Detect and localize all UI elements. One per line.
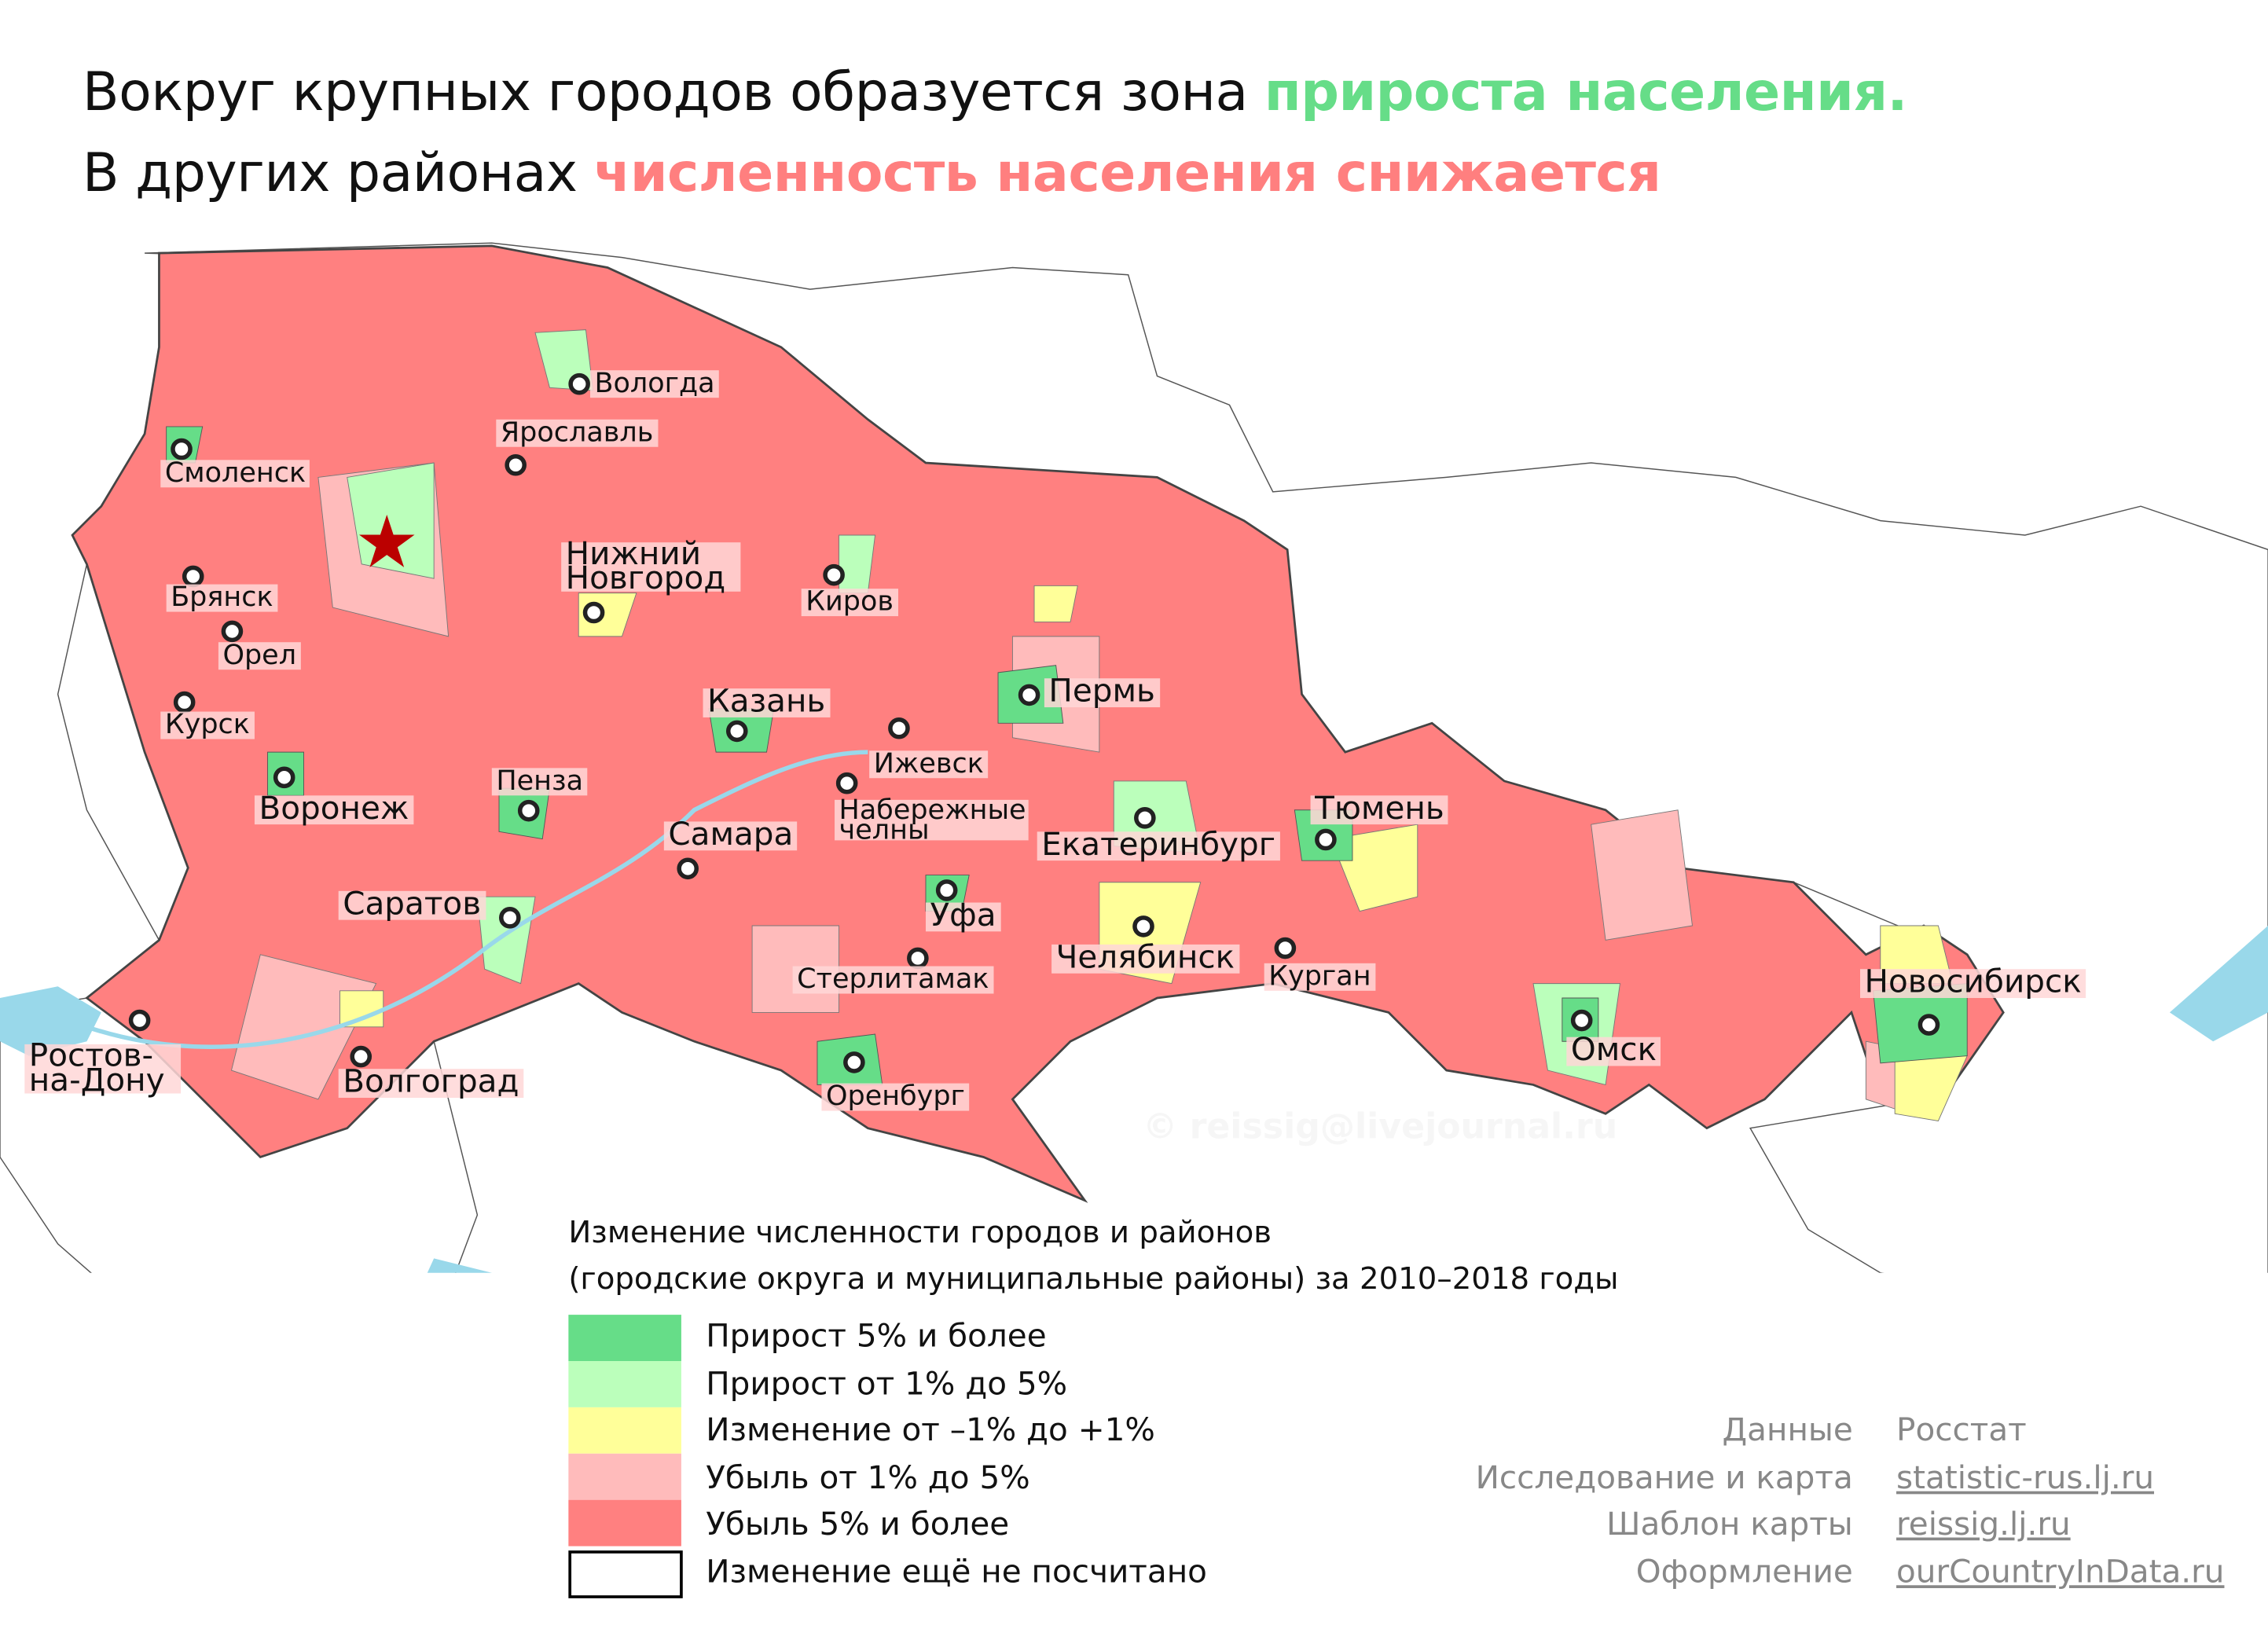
legend-label: Прирост 5% и более xyxy=(706,1319,1047,1356)
credit-link[interactable]: reissig.lj.ru xyxy=(1896,1506,2071,1543)
city-marker xyxy=(171,438,193,460)
city-label-orel: Орел xyxy=(218,641,301,670)
city-marker xyxy=(888,717,910,739)
city-label-rostov-na-donu: Ростов-на-Дону xyxy=(24,1040,182,1097)
city-marker xyxy=(1134,807,1156,829)
city-marker xyxy=(568,372,590,395)
city-marker xyxy=(221,620,244,643)
city-marker xyxy=(935,879,958,901)
city-label-kazan: Казань xyxy=(703,686,830,718)
city-label-vologda: Вологда xyxy=(589,369,720,398)
city-label-kurgan: Курган xyxy=(1264,963,1376,991)
city-label-perm: Пермь xyxy=(1044,676,1160,708)
city-label-kirov: Киров xyxy=(801,588,898,617)
city-label-saratov: Саратов xyxy=(338,889,486,921)
city-label-yekaterinburg: Екатеринбург xyxy=(1037,830,1280,861)
volga-river xyxy=(86,750,868,1049)
city-label-ufa: Уфа xyxy=(925,901,1001,932)
legend-swatch-not-calculated xyxy=(568,1550,683,1598)
city-marker xyxy=(1018,684,1040,706)
city-label-nizhny-novgorod: Нижний Новгород xyxy=(561,539,741,595)
sea-of-azov xyxy=(0,986,101,1056)
title-text: В других районах xyxy=(82,141,594,204)
city-marker xyxy=(725,720,748,743)
city-label-yaroslavl: Ярославль xyxy=(496,419,658,447)
region-patch xyxy=(476,896,536,985)
credit-label: Исследование и карта xyxy=(1475,1461,1853,1498)
population-change-map xyxy=(0,242,2268,1273)
region-patch xyxy=(347,462,435,579)
city-marker xyxy=(582,601,605,624)
city-label-smolensk: Смоленск xyxy=(160,459,310,488)
city-marker xyxy=(835,772,858,794)
city-label-orenburg: Оренбург xyxy=(821,1083,970,1111)
city-label-sterlitamak: Стерлитамак xyxy=(792,966,994,994)
region-patch xyxy=(1033,585,1078,622)
city-label-tyumen: Тюмень xyxy=(1310,794,1449,825)
title-text: Вокруг крупных городов образуется зона xyxy=(82,61,1264,123)
legend-swatch-growth xyxy=(568,1361,681,1407)
city-marker xyxy=(1132,915,1154,937)
credit-link[interactable]: statistic-rus.lj.ru xyxy=(1896,1461,2155,1498)
title-line-1: Вокруг крупных городов образуется зона п… xyxy=(83,61,1907,123)
city-label-omsk: Омск xyxy=(1566,1035,1661,1066)
region-patch xyxy=(1591,809,1694,941)
city-marker xyxy=(843,1051,865,1073)
legend-label: Изменение от –1% до +1% xyxy=(706,1413,1155,1450)
legend-swatch-stable xyxy=(568,1407,681,1454)
credit-label: Данные xyxy=(1722,1413,1853,1450)
city-marker xyxy=(1274,937,1297,959)
region-patch xyxy=(339,990,384,1028)
lake xyxy=(2169,926,2268,1042)
city-label-bryansk: Брянск xyxy=(166,584,278,612)
legend-label: Убыль от 1% до 5% xyxy=(706,1461,1030,1498)
city-label-izhevsk: Ижевск xyxy=(869,750,989,779)
city-label-novosibirsk: Новосибирск xyxy=(1860,967,2086,999)
legend-swatch-decline-strong xyxy=(568,1499,681,1546)
city-marker xyxy=(128,1009,151,1032)
city-marker xyxy=(677,857,699,880)
star-icon: ★ xyxy=(354,500,420,585)
city-marker xyxy=(173,691,196,714)
legend-label: Убыль 5% и более xyxy=(706,1506,1010,1543)
credit-value: Росстат xyxy=(1896,1413,2027,1450)
credit-label: Шаблон карты xyxy=(1606,1506,1853,1543)
legend-swatch-growth-strong xyxy=(568,1315,681,1362)
credit-link[interactable]: ourCountryInData.ru xyxy=(1896,1554,2225,1591)
legend-label: Прирост от 1% до 5% xyxy=(706,1367,1068,1403)
city-marker xyxy=(1570,1009,1593,1032)
credit-label: Оформление xyxy=(1635,1554,1853,1591)
legend-title-line-1: Изменение численности городов и районов xyxy=(568,1215,1272,1250)
title-line-2: В других районах численность населения с… xyxy=(83,141,1661,204)
city-label-penza: Пенза xyxy=(491,767,588,796)
watermark: © reissig@livejournal.ru xyxy=(1143,1106,1618,1147)
city-marker xyxy=(350,1045,372,1068)
legend-swatch-decline xyxy=(568,1453,681,1500)
legend-title-line-2: (городские округа и муниципальные районы… xyxy=(568,1261,1619,1297)
city-marker xyxy=(517,799,540,822)
city-label-naberezhnye-chelny: Набережные челны xyxy=(835,796,1029,844)
city-label-voronezh: Воронеж xyxy=(254,794,413,825)
city-label-chelyabinsk: Челябинск xyxy=(1051,942,1239,974)
city-label-samara: Самара xyxy=(663,820,798,851)
city-marker xyxy=(1315,828,1337,851)
caspian-sea xyxy=(427,1258,492,1273)
city-marker xyxy=(823,563,845,586)
city-marker xyxy=(1918,1014,1940,1036)
legend-label: Изменение ещё не посчитано xyxy=(706,1554,1207,1591)
city-marker xyxy=(273,766,295,789)
title-period: . xyxy=(1887,61,1908,123)
city-marker xyxy=(505,453,527,476)
city-label-volgograd: Волгоград xyxy=(338,1066,524,1099)
title-growth-highlight: прироста населения xyxy=(1264,61,1888,123)
city-label-kursk: Курск xyxy=(160,711,255,739)
city-marker xyxy=(907,947,929,970)
city-marker xyxy=(499,907,521,929)
title-decline-highlight: численность населения снижается xyxy=(593,141,1661,204)
